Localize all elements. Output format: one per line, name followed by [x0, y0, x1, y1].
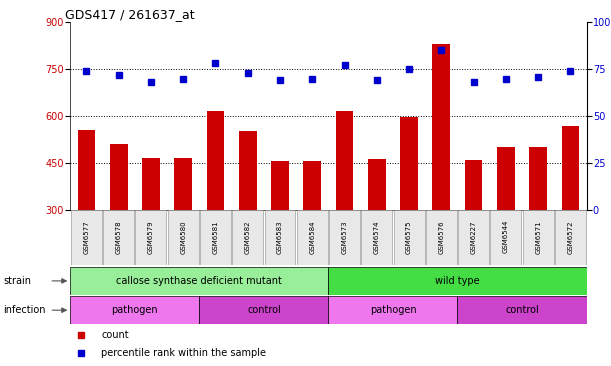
- Bar: [271, 161, 289, 305]
- Text: control: control: [505, 305, 539, 315]
- Bar: [103, 210, 134, 265]
- Text: pathogen: pathogen: [111, 305, 158, 315]
- Text: GSM6580: GSM6580: [180, 220, 186, 254]
- Bar: [110, 145, 128, 305]
- Text: infection: infection: [3, 305, 46, 315]
- Bar: [529, 147, 547, 305]
- Bar: [265, 210, 296, 265]
- Text: percentile rank within the sample: percentile rank within the sample: [101, 348, 266, 358]
- Bar: [200, 210, 231, 265]
- Text: GSM6575: GSM6575: [406, 220, 412, 254]
- Bar: [239, 131, 257, 305]
- Bar: [361, 210, 392, 265]
- Text: count: count: [101, 330, 129, 340]
- Bar: [329, 267, 587, 295]
- Text: GSM6573: GSM6573: [342, 220, 348, 254]
- Bar: [497, 147, 514, 305]
- Bar: [78, 130, 95, 305]
- Bar: [232, 210, 263, 265]
- Text: GSM6584: GSM6584: [309, 220, 315, 254]
- Bar: [329, 296, 458, 324]
- Text: GSM6581: GSM6581: [213, 220, 219, 254]
- Text: GSM6227: GSM6227: [470, 220, 477, 254]
- Text: GSM6577: GSM6577: [83, 220, 89, 254]
- Bar: [465, 160, 483, 305]
- Text: GSM6544: GSM6544: [503, 220, 509, 254]
- Text: pathogen: pathogen: [370, 305, 416, 315]
- Text: GSM6578: GSM6578: [115, 220, 122, 254]
- Bar: [304, 161, 321, 305]
- Bar: [174, 158, 192, 305]
- Bar: [70, 296, 199, 324]
- Bar: [522, 210, 554, 265]
- Bar: [458, 210, 489, 265]
- Text: GSM6572: GSM6572: [568, 220, 574, 254]
- Text: control: control: [247, 305, 280, 315]
- Bar: [368, 159, 386, 305]
- Bar: [555, 210, 586, 265]
- Bar: [70, 267, 329, 295]
- Text: GSM6583: GSM6583: [277, 220, 283, 254]
- Bar: [433, 44, 450, 305]
- Bar: [71, 210, 102, 265]
- Text: GSM6579: GSM6579: [148, 220, 154, 254]
- Text: GSM6582: GSM6582: [245, 220, 251, 254]
- Text: strain: strain: [3, 276, 31, 286]
- Bar: [335, 111, 353, 305]
- Bar: [142, 158, 160, 305]
- Text: callose synthase deficient mutant: callose synthase deficient mutant: [117, 276, 282, 286]
- Text: GSM6576: GSM6576: [438, 220, 444, 254]
- Text: GDS417 / 261637_at: GDS417 / 261637_at: [65, 8, 195, 21]
- Bar: [297, 210, 327, 265]
- Text: GSM6574: GSM6574: [374, 220, 380, 254]
- Bar: [458, 296, 587, 324]
- Bar: [207, 111, 224, 305]
- Bar: [400, 117, 418, 305]
- Bar: [167, 210, 199, 265]
- Bar: [426, 210, 457, 265]
- Bar: [199, 296, 329, 324]
- Bar: [491, 210, 521, 265]
- Bar: [562, 126, 579, 305]
- Bar: [393, 210, 425, 265]
- Text: GSM6571: GSM6571: [535, 220, 541, 254]
- Bar: [329, 210, 360, 265]
- Bar: [136, 210, 166, 265]
- Text: wild type: wild type: [435, 276, 480, 286]
